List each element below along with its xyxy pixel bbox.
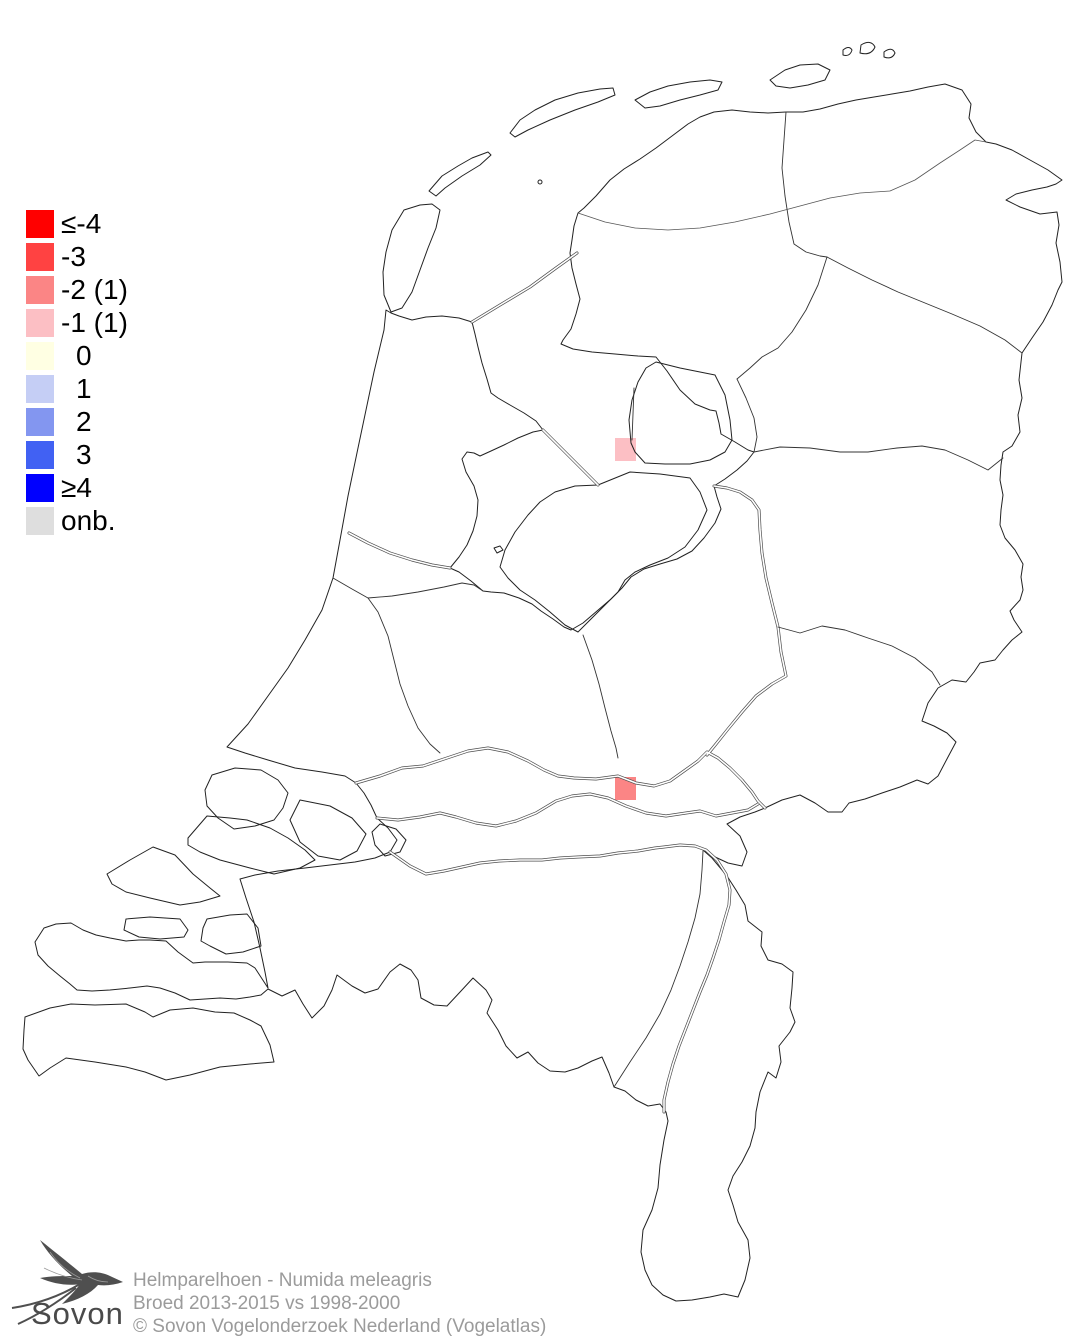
island-tholen	[200, 913, 262, 955]
delta-islands	[22, 767, 407, 1081]
legend-swatch	[26, 473, 54, 502]
island-hoeksche-waard	[289, 799, 367, 861]
swallow-icon	[11, 1240, 123, 1325]
legend-item-5: 1	[26, 372, 128, 405]
legend-item-2: -2 (1)	[26, 273, 128, 306]
legend-swatch	[26, 506, 54, 535]
island-vlieland	[428, 151, 492, 197]
legend-item-3: -1 (1)	[26, 306, 128, 339]
islet-rottum-1	[842, 47, 853, 56]
border-drenthe-overijssel	[753, 445, 1004, 471]
river-waal	[375, 792, 760, 828]
border-noordholland-utrecht	[367, 582, 484, 599]
legend-item-8: ≥4	[26, 471, 128, 504]
legend-label: 0	[76, 339, 92, 371]
sovon-wordmark: Sovon	[31, 1296, 124, 1331]
legend-swatch	[26, 308, 54, 337]
border-friesland-drenthe	[736, 256, 828, 380]
legend-label: -1 (1)	[61, 306, 128, 338]
mainland-outline	[34, 83, 1063, 1302]
island-schouwen-duiveland	[106, 846, 221, 906]
rivers	[347, 251, 788, 1114]
map-caption: Helmparelhoen - Numida meleagris Broed 2…	[133, 1269, 546, 1338]
legend-swatch	[26, 242, 54, 271]
legend-swatch	[26, 440, 54, 469]
border-overijssel-gelderland	[777, 625, 941, 686]
caption-period: Broed 2013-2015 vs 1998-2000	[133, 1293, 401, 1314]
legend-item-0: ≤-4	[26, 207, 128, 240]
islet-marken	[493, 545, 504, 554]
legend-item-9: onb.	[26, 504, 128, 537]
legend-item-6: 2	[26, 405, 128, 438]
legend-label: -3	[61, 240, 86, 272]
canal-friesland-groningen	[577, 139, 987, 231]
border-brabant-limburg	[613, 850, 704, 1088]
legend-swatch	[26, 275, 54, 304]
legend-swatch	[26, 407, 54, 436]
sovon-logo	[11, 1240, 123, 1325]
border-noordholland-zuidholland	[332, 577, 441, 754]
legend-label: onb.	[61, 504, 116, 536]
caption-copyright: © Sovon Vogelonderzoek Nederland (Vogela…	[133, 1316, 547, 1337]
zeeuws-vlaanderen	[22, 1003, 275, 1081]
island-schiermonnikoog	[769, 63, 831, 89]
border-friesland-groningen	[781, 111, 828, 258]
border-gelderland-utrecht	[582, 634, 619, 759]
legend-swatch	[26, 374, 54, 403]
island-texel	[382, 203, 441, 313]
grid-cell--1	[615, 438, 636, 461]
legend-label: -2 (1)	[61, 273, 128, 305]
legend-label: ≥4	[61, 471, 92, 503]
island-noord-beveland	[123, 916, 189, 940]
legend-item-4: 0	[26, 339, 128, 372]
noordoostpolder	[628, 361, 733, 465]
border-groningen-drenthe	[826, 256, 1023, 354]
islet-rottum-3	[883, 48, 896, 59]
border-friesland-overijssel	[736, 378, 758, 453]
noordzeekanaal	[347, 531, 452, 570]
islet-griend	[537, 179, 543, 185]
legend: ≤-4 -3 -2 (1) -1 (1) 0 1 2 3 ≥4 onb.	[26, 207, 128, 537]
islet-rottum-2	[859, 41, 876, 55]
wadden-islands	[382, 41, 896, 554]
island-terschelling	[509, 87, 616, 138]
grid-cell--2	[615, 777, 636, 800]
island-goeree-overflakkee	[187, 815, 316, 875]
legend-swatch	[26, 341, 54, 370]
legend-label: ≤-4	[61, 207, 102, 239]
legend-item-7: 3	[26, 438, 128, 471]
legend-swatch	[26, 209, 54, 238]
flevoland-polders	[499, 361, 733, 633]
legend-item-1: -3	[26, 240, 128, 273]
river-ijssel	[705, 484, 788, 757]
legend-label: 2	[76, 405, 92, 437]
caption-species: Helmparelhoen - Numida meleagris	[133, 1270, 432, 1291]
flevopolder	[499, 471, 708, 633]
border-flevoland-friesland	[631, 387, 635, 441]
province-borders	[332, 111, 1023, 1088]
legend-label: 3	[76, 438, 92, 470]
island-voorne-putten	[204, 767, 289, 830]
legend-label: 1	[76, 372, 92, 404]
island-ameland	[634, 79, 723, 109]
